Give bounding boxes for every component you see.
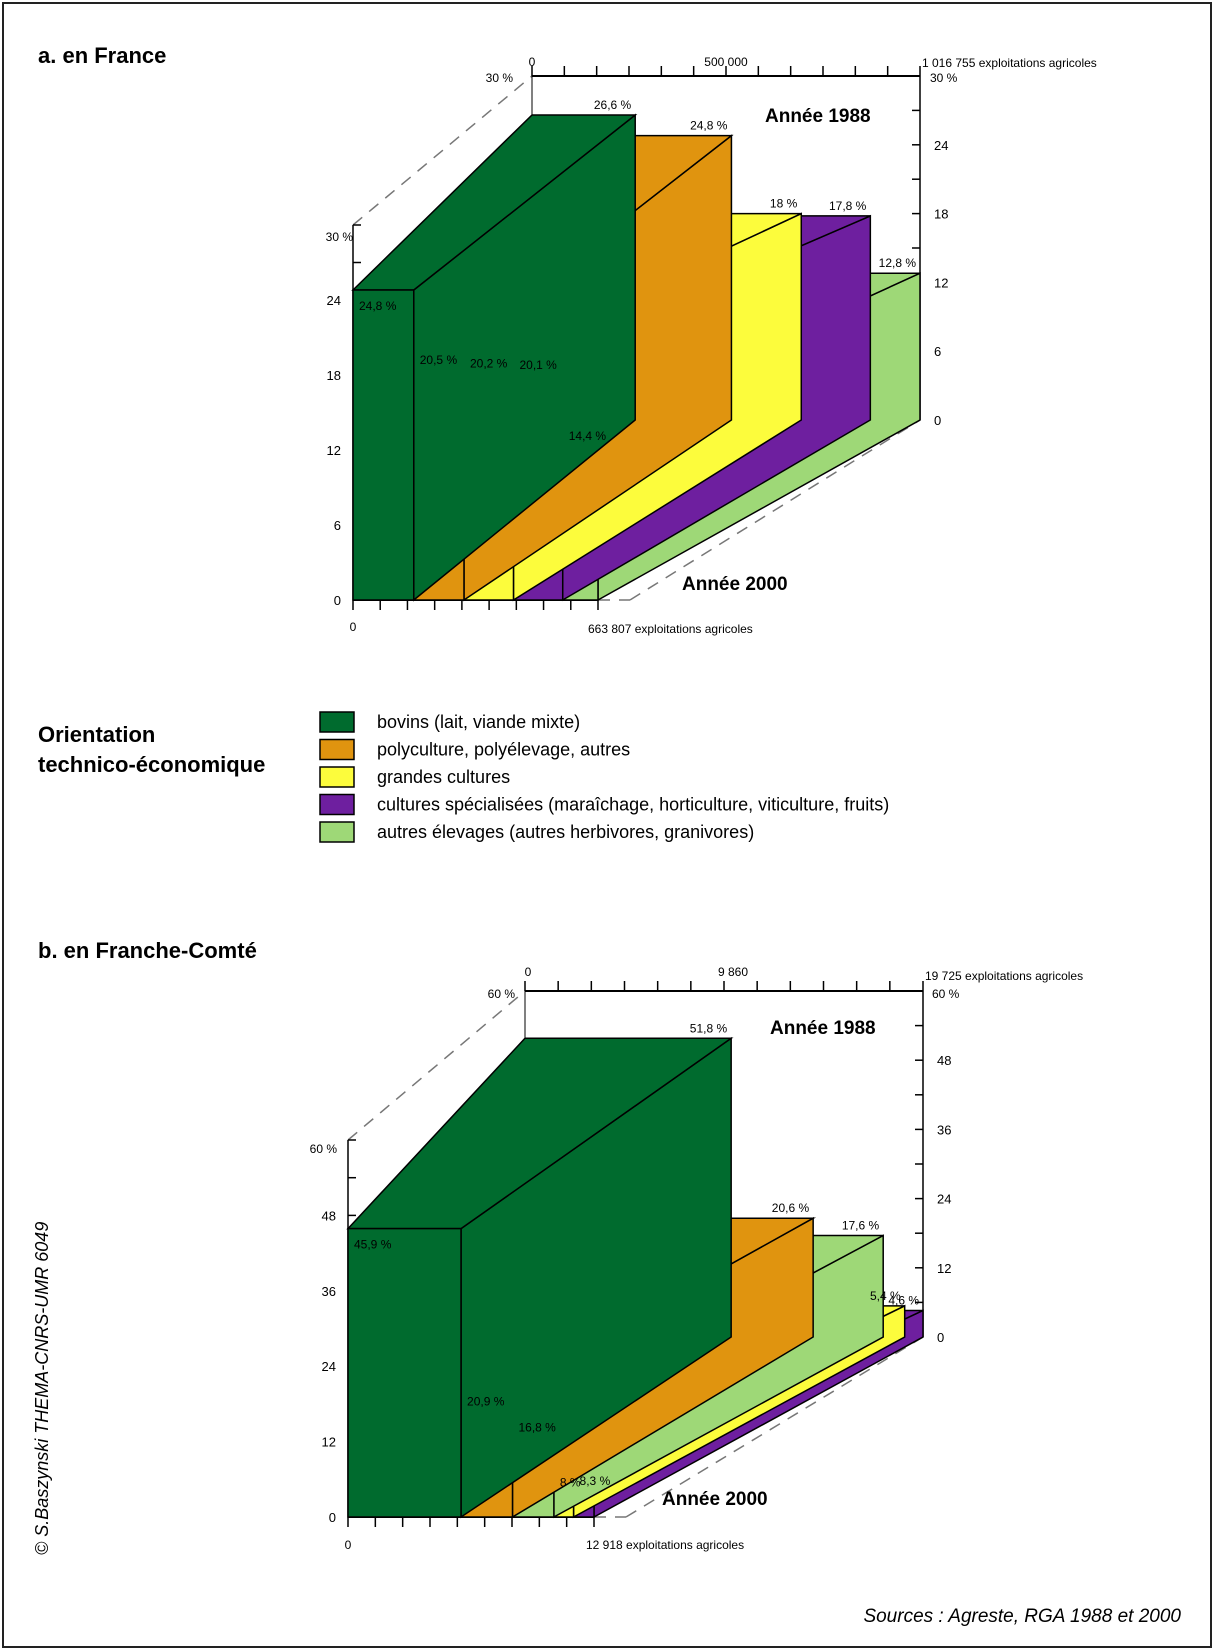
front-zero-label: 0	[345, 1538, 352, 1552]
legend-swatch	[319, 821, 355, 843]
back-ytick-label: 0	[934, 413, 941, 428]
legend-item-bovins: bovins (lait, viande mixte)	[319, 711, 580, 733]
depth-line	[629, 419, 921, 601]
legend-label: cultures spécialisées (maraîchage, horti…	[377, 795, 889, 815]
chart-bars	[351, 113, 921, 602]
legend-label: bovins (lait, viande mixte)	[377, 712, 580, 732]
front-ytick-label: 36	[322, 1284, 336, 1299]
legend-item-grandes: grandes cultures	[319, 766, 510, 788]
chart-franche-comte: b. en Franche-Comté 0 12 24 36 48 0 12 24 36 48 4…	[38, 938, 1083, 1552]
legend-label: polyculture, polyélevage, autres	[377, 740, 630, 760]
year-front-label: Année 2000	[662, 1489, 768, 1510]
value-label-2000: 14,4 %	[569, 429, 607, 443]
bar-bovins	[346, 1036, 734, 1519]
legend-label: grandes cultures	[377, 767, 510, 787]
value-label-1988: 24,8 %	[690, 119, 728, 133]
value-label-1988: 18 %	[770, 197, 798, 211]
value-label-2000: 20,9 %	[467, 1395, 505, 1409]
legend: Orientation technico-économique bovins (…	[38, 711, 889, 843]
legend-swatch	[319, 738, 355, 761]
legend-title-line2: technico-économique	[38, 752, 265, 777]
value-label-1988: 12,8 %	[879, 256, 917, 270]
chart-bars	[346, 1036, 924, 1519]
front-ytick-label: 0	[329, 1510, 336, 1525]
bar-bovins	[351, 113, 638, 602]
back-ytick-label: 24	[934, 138, 948, 153]
front-zero-label: 0	[350, 620, 357, 634]
back-zero-label: 0	[525, 965, 532, 979]
bar-front-face	[347, 1227, 462, 1518]
value-label-1988: 26,6 %	[594, 98, 632, 112]
front-ytick-label: 24	[322, 1359, 336, 1374]
value-label-1988: 17,8 %	[829, 199, 867, 213]
back-total-label: 1 016 755 exploitations agricoles	[922, 56, 1097, 70]
legend-swatch	[319, 766, 355, 788]
legend-label: autres élevages (autres herbivores, gran…	[377, 822, 754, 842]
back-ytick-label: 0	[937, 1330, 944, 1345]
legend-swatch	[319, 793, 355, 816]
legend-items: bovins (lait, viande mixte) polyculture, …	[319, 711, 889, 843]
legend-item-specialisees: cultures spécialisées (maraîchage, horti…	[319, 793, 889, 816]
front-ytick-label: 0	[334, 593, 341, 608]
back-ymax-left-label: 30 %	[486, 71, 514, 85]
back-ytick-label: 6	[934, 344, 941, 359]
back-ymax-right-label: 30 %	[930, 71, 958, 85]
year-back-label: Année 1988	[770, 1018, 876, 1039]
value-label-1988: 51,8 %	[690, 1021, 728, 1035]
chart-labels: 45,9 % 51,8 % 20,9 % 20,6 % 16,8 % 17,6 % 8 % 5…	[354, 1021, 919, 1489]
value-label-1988: 5,4 %	[870, 1289, 901, 1303]
year-back-label: Année 1988	[765, 106, 871, 127]
value-label-1988: 20,6 %	[772, 1201, 810, 1215]
year-front-label: Année 2000	[682, 574, 788, 595]
front-ytick-label: 48	[322, 1208, 336, 1223]
back-zero-label: 0	[529, 55, 536, 69]
front-ytick-label: 18	[327, 368, 341, 383]
back-ytick-label: 12	[937, 1261, 951, 1276]
legend-title-line1: Orientation	[38, 722, 155, 747]
value-label-2000: 45,9 %	[354, 1238, 392, 1252]
value-label-2000: 16,8 %	[518, 1420, 556, 1434]
depth-line	[347, 990, 526, 1141]
front-ytick-label: 12	[322, 1435, 336, 1450]
depth-line	[352, 75, 533, 226]
back-ymax-left-label: 60 %	[488, 987, 516, 1001]
chart-title: b. en Franche-Comté	[38, 938, 257, 963]
legend-swatch	[319, 711, 355, 733]
front-ytick-label: 6	[334, 518, 341, 533]
front-ymax-label: 30 %	[326, 230, 354, 244]
legend-item-elevages: autres élevages (autres herbivores, gran…	[319, 821, 754, 843]
value-label-2000: 20,1 %	[519, 358, 557, 372]
value-label-2000: 20,2 %	[470, 357, 508, 371]
back-ytick-label: 12	[934, 275, 948, 290]
front-total-label: 663 807 exploitations agricoles	[588, 622, 753, 636]
back-total-label: 19 725 exploitations agricoles	[925, 969, 1083, 983]
value-label-1988: 4,6 %	[888, 1293, 919, 1307]
front-ymax-label: 60 %	[310, 1142, 338, 1156]
back-ytick-label: 18	[934, 207, 948, 222]
copyright-text: © S.Baszynski THEMA-CNRS-UMR 6049	[32, 1222, 52, 1555]
front-total-label: 12 918 exploitations agricoles	[586, 1538, 744, 1552]
front-ytick-label: 24	[327, 293, 341, 308]
back-mid-label: 500 000	[704, 55, 748, 69]
value-label-2000: 8,3 %	[580, 1474, 611, 1488]
back-ytick-label: 48	[937, 1053, 951, 1068]
back-mid-label: 9 860	[718, 965, 748, 979]
back-ymax-right-label: 60 %	[932, 987, 960, 1001]
back-ytick-label: 24	[937, 1192, 951, 1207]
sources-text: Sources : Agreste, RGA 1988 et 2000	[863, 1606, 1181, 1627]
value-label-1988: 17,6 %	[842, 1219, 880, 1233]
value-label-2000: 8 %	[560, 1476, 581, 1490]
bar-front-face	[352, 289, 415, 601]
chart-labels: 24,8 % 26,6 % 20,5 % 24,8 % 20,2 % 18 % 20,1 %…	[359, 98, 916, 443]
value-label-2000: 20,5 %	[420, 353, 458, 367]
depth-line	[625, 1336, 924, 1518]
legend-item-polyculture: polyculture, polyélevage, autres	[319, 738, 630, 761]
front-ytick-label: 12	[327, 443, 341, 458]
chart-title: a. en France	[38, 43, 166, 68]
value-label-2000: 24,8 %	[359, 299, 397, 313]
back-ytick-label: 36	[937, 1122, 951, 1137]
chart-france: a. en France 0 6 12 18 24 0 6 12 18 24 24,8 % 26,6…	[38, 43, 1097, 636]
